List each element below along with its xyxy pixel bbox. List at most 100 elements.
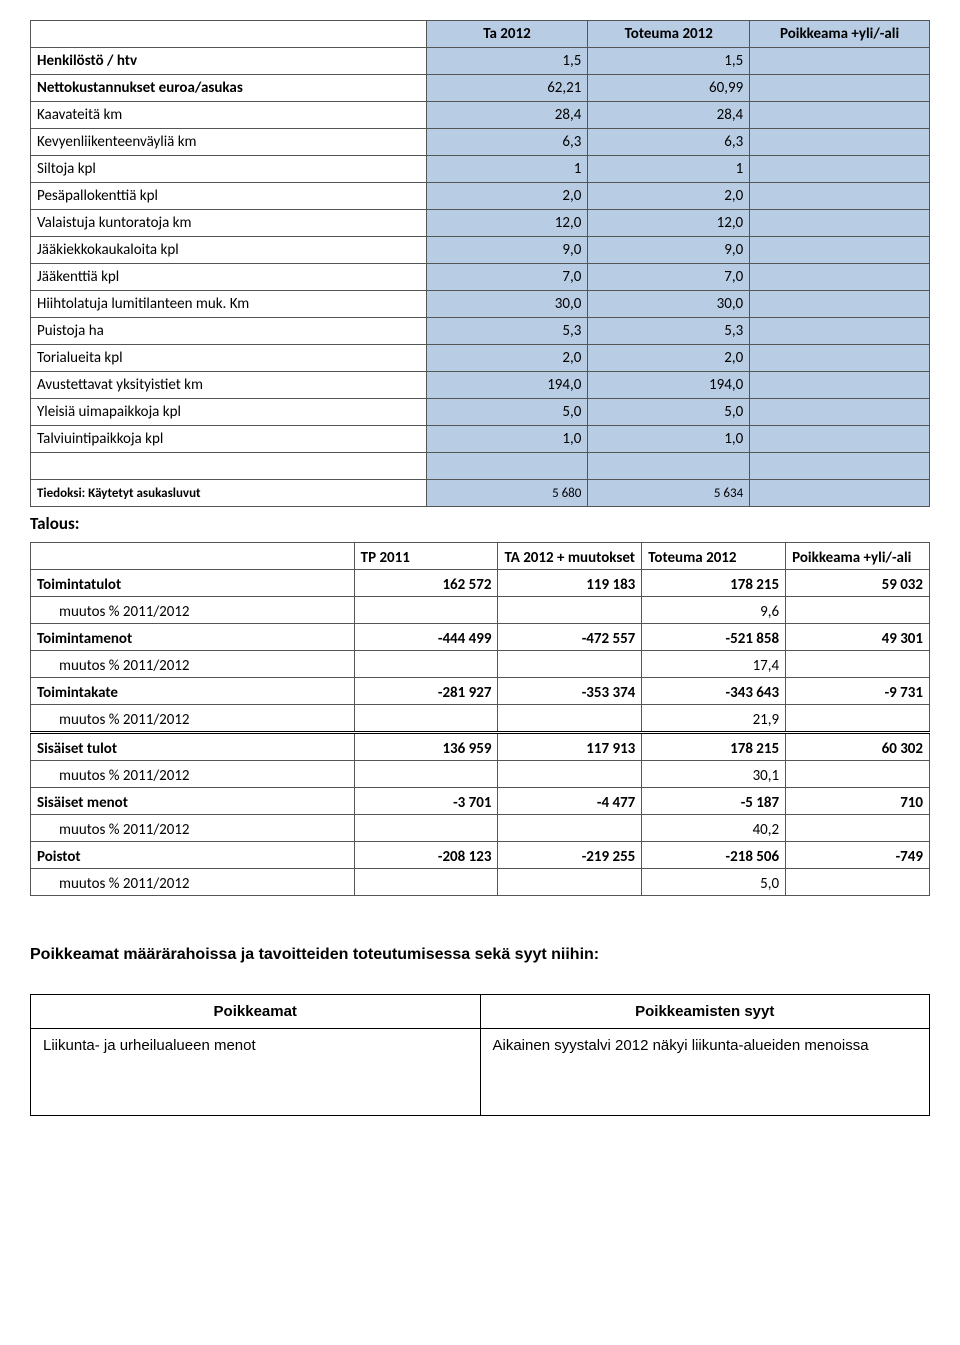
spacer-row — [31, 453, 930, 480]
cell — [498, 705, 642, 733]
table-row: muutos % 2011/20129,6 — [31, 597, 930, 624]
deviation-reason: Aikainen syystalvi 2012 näkyi liikunta-a… — [480, 1029, 930, 1116]
cell: 5 634 — [588, 480, 750, 507]
cell: 5,0 — [426, 399, 588, 426]
table-row: muutos % 2011/201221,9 — [31, 705, 930, 733]
cell — [354, 597, 498, 624]
row-label: Hiihtolatuja lumitilanteen muk. Km — [31, 291, 427, 318]
row-label: Siltoja kpl — [31, 156, 427, 183]
table-row: Pesäpallokenttiä kpl2,02,0 — [31, 183, 930, 210]
header-poikkeamat: Poikkeamat — [31, 995, 481, 1029]
cell — [498, 761, 642, 788]
cell: 194,0 — [426, 372, 588, 399]
header-poikkeamisten-syyt: Poikkeamisten syyt — [480, 995, 930, 1029]
cell: 1,5 — [426, 48, 588, 75]
cell: 5 680 — [426, 480, 588, 507]
cell: -208 123 — [354, 842, 498, 869]
row-label: muutos % 2011/2012 — [31, 815, 355, 842]
cell: -521 858 — [642, 624, 786, 651]
cell: -4 477 — [498, 788, 642, 815]
cell — [750, 102, 930, 129]
cell: -343 643 — [642, 678, 786, 705]
table-header-row: Poikkeamat Poikkeamisten syyt — [31, 995, 930, 1029]
cell: 12,0 — [588, 210, 750, 237]
table-row: muutos % 2011/201240,2 — [31, 815, 930, 842]
cell: -218 506 — [642, 842, 786, 869]
cell: 178 215 — [642, 570, 786, 597]
row-label: Torialueita kpl — [31, 345, 427, 372]
cell: 117 913 — [498, 733, 642, 761]
cell — [750, 399, 930, 426]
cell: 119 183 — [498, 570, 642, 597]
row-label: Jääkiekkokaukaloita kpl — [31, 237, 427, 264]
row-label: muutos % 2011/2012 — [31, 597, 355, 624]
table-row: Nettokustannukset euroa/asukas62,2160,99 — [31, 75, 930, 102]
cell — [786, 869, 930, 896]
table-row: Toimintakate-281 927-353 374-343 643-9 7… — [31, 678, 930, 705]
row-label: Nettokustannukset euroa/asukas — [31, 75, 427, 102]
cell — [750, 210, 930, 237]
cell: 49 301 — [786, 624, 930, 651]
table-header-row: Ta 2012 Toteuma 2012 Poikkeama +yli/-ali — [31, 21, 930, 48]
cell: 5,0 — [642, 869, 786, 896]
cell — [498, 597, 642, 624]
table-row: Kaavateitä km28,428,4 — [31, 102, 930, 129]
row-label: Sisäiset menot — [31, 788, 355, 815]
table-row: muutos % 2011/201217,4 — [31, 651, 930, 678]
cell — [786, 597, 930, 624]
cell — [354, 761, 498, 788]
table-row: Sisäiset menot-3 701-4 477-5 187710 — [31, 788, 930, 815]
indicators-table: Ta 2012 Toteuma 2012 Poikkeama +yli/-ali… — [30, 20, 930, 507]
table-header-row: TP 2011 TA 2012 + muutokset Toteuma 2012… — [31, 543, 930, 570]
row-label: Toimintatulot — [31, 570, 355, 597]
cell: -219 255 — [498, 842, 642, 869]
row-label: Kevyenliikenteenväyliä km — [31, 129, 427, 156]
row-label: Toimintakate — [31, 678, 355, 705]
cell: 30,0 — [426, 291, 588, 318]
cell: 2,0 — [426, 183, 588, 210]
row-label: Jääkenttiä kpl — [31, 264, 427, 291]
cell: 2,0 — [588, 345, 750, 372]
cell — [750, 345, 930, 372]
cell: -472 557 — [498, 624, 642, 651]
cell — [786, 761, 930, 788]
cell: 28,4 — [588, 102, 750, 129]
table-row: Jääkenttiä kpl7,07,0 — [31, 264, 930, 291]
cell — [354, 869, 498, 896]
row-label: Puistoja ha — [31, 318, 427, 345]
header-empty — [31, 21, 427, 48]
table-row: Kevyenliikenteenväyliä km6,36,3 — [31, 129, 930, 156]
cell: 28,4 — [426, 102, 588, 129]
row-label: Toimintamenot — [31, 624, 355, 651]
cell: 5,0 — [588, 399, 750, 426]
cell: 2,0 — [588, 183, 750, 210]
cell — [750, 75, 930, 102]
cell: 136 959 — [354, 733, 498, 761]
cell: -749 — [786, 842, 930, 869]
header-ta2012-muutokset: TA 2012 + muutokset — [498, 543, 642, 570]
cell: 60 302 — [786, 733, 930, 761]
row-label: Talviuintipaikkoja kpl — [31, 426, 427, 453]
cell: -444 499 — [354, 624, 498, 651]
cell: 2,0 — [426, 345, 588, 372]
cell — [786, 815, 930, 842]
cell: 62,21 — [426, 75, 588, 102]
header-toteuma2012: Toteuma 2012 — [588, 21, 750, 48]
cell: -3 701 — [354, 788, 498, 815]
row-label: muutos % 2011/2012 — [31, 651, 355, 678]
header-empty — [31, 543, 355, 570]
section-heading: Poikkeamat määrärahoissa ja tavoitteiden… — [30, 946, 930, 964]
header-toteuma2012: Toteuma 2012 — [642, 543, 786, 570]
row-label: muutos % 2011/2012 — [31, 869, 355, 896]
cell — [786, 651, 930, 678]
cell: 1 — [426, 156, 588, 183]
table-row: Siltoja kpl11 — [31, 156, 930, 183]
cell: -281 927 — [354, 678, 498, 705]
cell: 9,0 — [588, 237, 750, 264]
cell — [750, 453, 930, 480]
cell: 710 — [786, 788, 930, 815]
header-poikkeama: Poikkeama +yli/-ali — [786, 543, 930, 570]
cell — [750, 426, 930, 453]
header-tp2011: TP 2011 — [354, 543, 498, 570]
table-row: Avustettavat yksityistiet km194,0194,0 — [31, 372, 930, 399]
